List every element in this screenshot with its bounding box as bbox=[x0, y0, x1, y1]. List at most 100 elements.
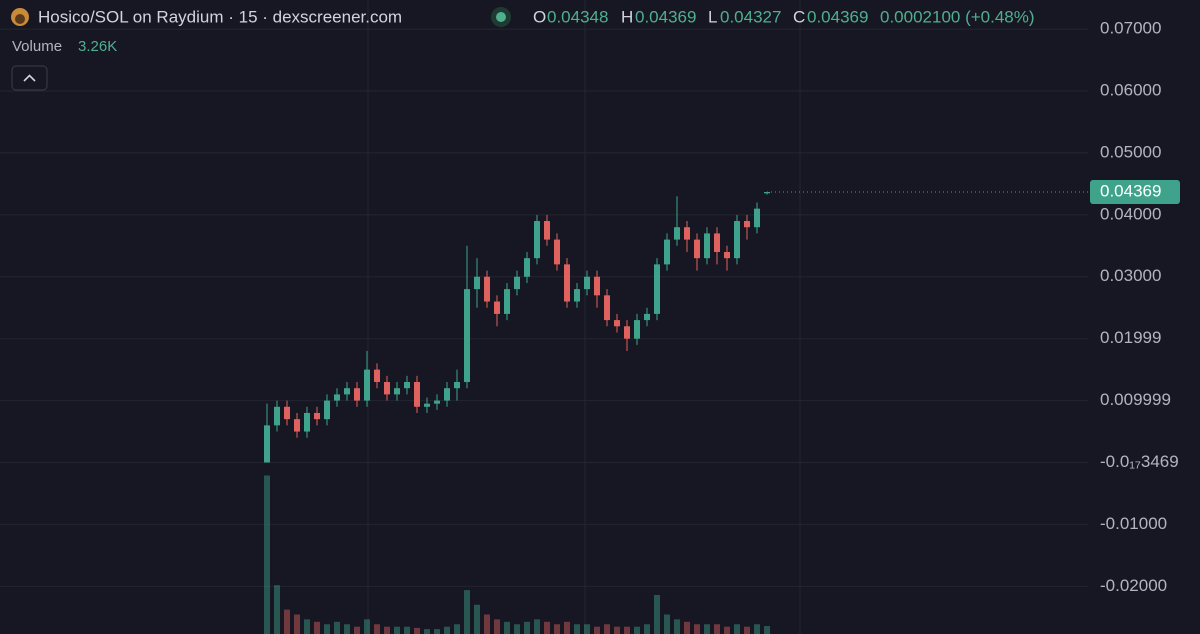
volume-bar bbox=[634, 626, 640, 634]
chart-title: Hosico/SOL on Raydium · 15 · dexscreener… bbox=[38, 7, 402, 26]
volume-bar bbox=[744, 626, 750, 634]
candle-body bbox=[404, 382, 410, 389]
volume-bar bbox=[334, 621, 340, 634]
candle-body bbox=[364, 369, 370, 401]
ohlc-value: 0.04348 bbox=[547, 7, 608, 26]
volume-bar bbox=[764, 626, 770, 634]
candle-body bbox=[754, 208, 760, 228]
volume-bar bbox=[454, 624, 460, 634]
last-price-label: 0.04369 bbox=[1100, 181, 1161, 200]
y-tick-label: 0.009999 bbox=[1100, 390, 1171, 409]
volume-bar bbox=[494, 619, 500, 634]
candle-body bbox=[324, 400, 330, 420]
grid bbox=[0, 0, 1088, 634]
volume-bar bbox=[414, 627, 420, 634]
volume-bar bbox=[564, 621, 570, 634]
candle-body bbox=[274, 406, 280, 426]
volume-bar bbox=[704, 624, 710, 634]
candle-body bbox=[644, 313, 650, 321]
volume-bar bbox=[534, 619, 540, 634]
candle-body bbox=[584, 276, 590, 290]
volume-bar bbox=[354, 626, 360, 634]
volume-bar bbox=[624, 626, 630, 634]
y-tick-label: -0.0₁₇3469 bbox=[1100, 452, 1179, 471]
volume-bar bbox=[394, 626, 400, 634]
volume-value: 3.26K bbox=[78, 38, 117, 55]
volume-bar bbox=[554, 624, 560, 634]
candle-body bbox=[744, 221, 750, 228]
candle-body bbox=[614, 320, 620, 327]
collapse-button-box[interactable] bbox=[11, 65, 48, 91]
candle-body bbox=[474, 276, 480, 290]
volume-bar bbox=[674, 619, 680, 634]
y-tick-label: 0.06000 bbox=[1100, 80, 1161, 99]
volume-bar bbox=[274, 585, 280, 634]
candle-body bbox=[764, 191, 770, 194]
candle-body bbox=[624, 326, 630, 339]
volume-bar bbox=[604, 624, 610, 634]
ohlc-value: 0.04369 bbox=[635, 7, 696, 26]
volume-bar bbox=[474, 604, 480, 634]
candle-body bbox=[724, 251, 730, 259]
candle-body bbox=[314, 412, 320, 420]
candle-body bbox=[544, 221, 550, 240]
y-tick-label: -0.01000 bbox=[1100, 514, 1167, 533]
token-icon-inner bbox=[15, 14, 25, 24]
volume-bar bbox=[514, 624, 520, 634]
candle-body bbox=[514, 276, 520, 290]
y-tick-label: 0.04000 bbox=[1100, 204, 1161, 223]
volume-bars bbox=[264, 475, 770, 634]
candle-body bbox=[694, 239, 700, 259]
candle-body bbox=[344, 388, 350, 395]
volume-bar bbox=[384, 626, 390, 634]
candle-body bbox=[424, 403, 430, 407]
candle-body bbox=[664, 239, 670, 265]
y-tick-label: 0.05000 bbox=[1100, 142, 1161, 161]
candle-body bbox=[554, 239, 560, 265]
volume-bar bbox=[304, 619, 310, 634]
volume-bar bbox=[284, 609, 290, 634]
volume-bar bbox=[614, 626, 620, 634]
volume-bar bbox=[684, 621, 690, 634]
volume-bar bbox=[544, 621, 550, 634]
collapse-button[interactable] bbox=[11, 65, 48, 91]
candle-body bbox=[394, 388, 400, 395]
ohlc-value: 0.04369 bbox=[807, 7, 868, 26]
candle-body bbox=[504, 289, 510, 314]
chevron-icon bbox=[23, 74, 36, 82]
candle-body bbox=[294, 419, 300, 432]
candle-body bbox=[354, 388, 360, 401]
volume-bar bbox=[694, 624, 700, 634]
volume-bar bbox=[574, 624, 580, 634]
candle-body bbox=[444, 388, 450, 401]
candle-body bbox=[454, 382, 460, 389]
candle-body bbox=[564, 264, 570, 302]
price-change: 0.0002100 (+0.48%) bbox=[880, 7, 1035, 26]
volume-bar bbox=[404, 626, 410, 634]
volume-bar bbox=[714, 624, 720, 634]
candle-body bbox=[714, 233, 720, 252]
volume-bar bbox=[264, 475, 270, 634]
ohlc-label: O bbox=[533, 7, 546, 26]
volume-bar bbox=[464, 590, 470, 634]
status-dot bbox=[496, 12, 506, 22]
candle-body bbox=[654, 264, 660, 314]
volume-bar bbox=[424, 629, 430, 634]
volume-bar bbox=[484, 614, 490, 634]
candle-body bbox=[494, 301, 500, 314]
candle-body bbox=[414, 382, 420, 407]
volume-bar bbox=[644, 624, 650, 634]
volume-bar bbox=[594, 626, 600, 634]
volume-label: Volume bbox=[12, 38, 62, 55]
price-axis: 0.07000 0.06000 0.05000 0.04000 0.03000 0.019… bbox=[767, 19, 1180, 595]
candle-body bbox=[374, 369, 380, 383]
volume-bar bbox=[444, 626, 450, 634]
candles bbox=[264, 191, 770, 463]
volume-bar bbox=[724, 626, 730, 634]
candle-body bbox=[334, 394, 340, 401]
candle-body bbox=[634, 320, 640, 339]
candle-body bbox=[704, 233, 710, 259]
volume-bar bbox=[344, 624, 350, 634]
